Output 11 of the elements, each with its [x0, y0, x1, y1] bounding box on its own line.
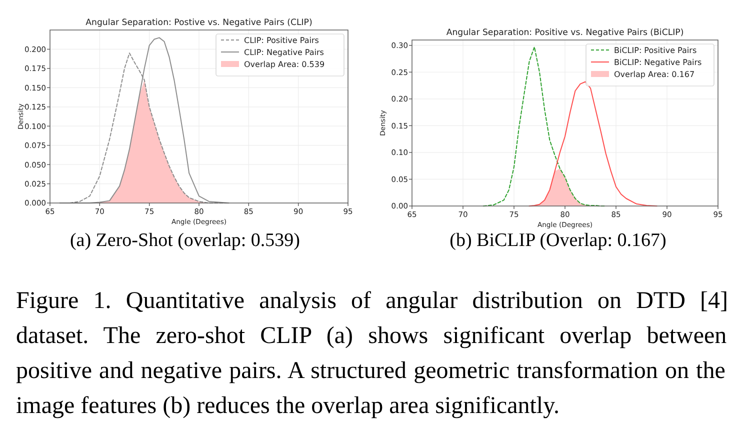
chart-title: Angular Separation: Positive vs. Negative Pairs (BiCLIP)	[446, 28, 684, 38]
legend-label: Overlap Area: 0.167	[614, 70, 695, 79]
text: (b) BiCLIP (Overlap: 0.167)	[450, 230, 666, 251]
chart-title: Angular Separation: Postive vs. Negative Pairs (CLIP)	[86, 18, 312, 28]
text: (a) Zero-Shot (overlap: 0.539)	[70, 230, 300, 251]
legend-label: BiCLIP: Positive Pairs	[614, 46, 697, 55]
legend-label: CLIP: Positive Pairs	[244, 36, 319, 45]
legend-label: BiCLIP: Negative Pairs	[614, 58, 702, 67]
legend-label: Overlap Area: 0.539	[244, 60, 325, 69]
legend-label: CLIP: Negative Pairs	[244, 48, 324, 57]
caption: Figure 1. Quantitative analysis of angular distribution on DTD [4] dataset. The zero-shot CLIP (a) shows significant overlap between positive and negative pairs. A structured geometric transformation on the image features (b) reduces the overlap area significantly.	[16, 288, 728, 419]
